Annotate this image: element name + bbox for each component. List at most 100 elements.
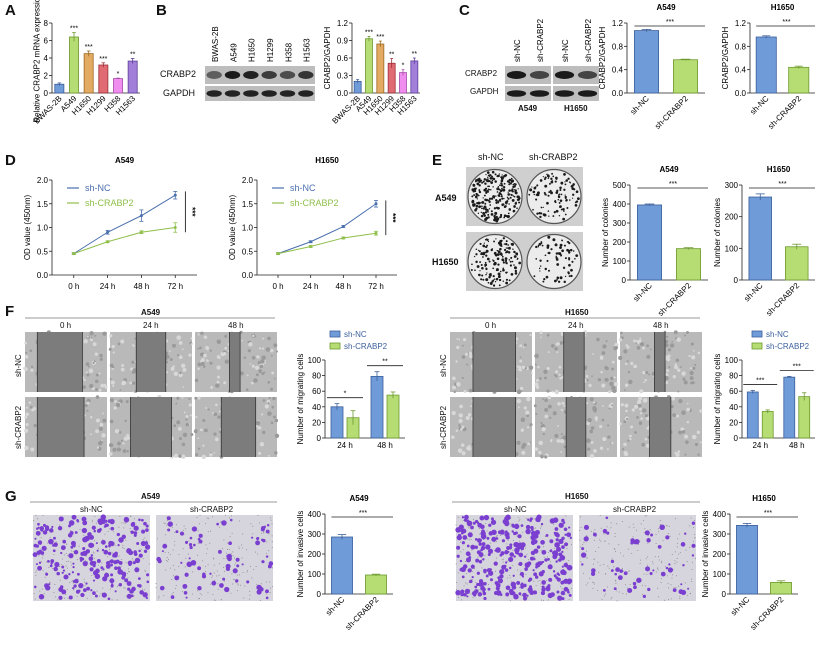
- invaded-cell: [552, 570, 556, 573]
- membrane-pore: [225, 557, 227, 559]
- cell-texture: [689, 376, 694, 381]
- membrane-pore: [466, 573, 468, 575]
- invaded-cell: [476, 571, 480, 575]
- invaded-cell: [691, 543, 696, 548]
- membrane-pore: [253, 568, 255, 570]
- membrane-pore: [156, 538, 158, 540]
- membrane-pore: [144, 569, 146, 571]
- colony-dot: [498, 173, 501, 175]
- invaded-cell: [193, 563, 196, 566]
- cell-texture: [218, 410, 222, 413]
- colony-dot: [504, 242, 508, 246]
- membrane-pore: [599, 539, 601, 541]
- membrane-pore: [145, 540, 147, 542]
- invaded-cell: [107, 597, 111, 601]
- membrane-pore: [472, 519, 474, 521]
- invaded-cell: [535, 562, 541, 568]
- colony-dot: [487, 281, 490, 284]
- colony-dot: [491, 170, 495, 174]
- cell-texture: [528, 365, 534, 370]
- membrane-pore: [249, 594, 251, 596]
- cell-texture: [101, 433, 106, 438]
- invaded-cell: [513, 594, 519, 600]
- colony-dot: [494, 180, 497, 183]
- significance-marker: ***: [793, 363, 801, 370]
- cell-texture: [197, 367, 200, 371]
- cell-texture: [461, 376, 464, 380]
- panel-label-d: D: [5, 152, 16, 169]
- colony-dot: [535, 245, 538, 249]
- cell-texture: [31, 408, 34, 412]
- membrane-pore: [176, 524, 178, 526]
- invaded-cell: [130, 594, 134, 598]
- membrane-pore: [470, 593, 472, 595]
- colony-row-label-h1650: H1650: [432, 257, 459, 267]
- membrane-pore: [213, 564, 215, 566]
- invaded-cell: [113, 560, 118, 565]
- colony-dot: [518, 201, 521, 204]
- colony-dot: [544, 254, 547, 257]
- wound-col-label: 24 h: [568, 321, 584, 330]
- colony-dot: [496, 217, 500, 221]
- colony-dot: [495, 238, 497, 240]
- membrane-pore: [72, 580, 74, 582]
- membrane-pore: [597, 589, 599, 591]
- membrane-pore: [42, 570, 44, 572]
- membrane-pore: [41, 557, 43, 559]
- invaded-cell: [54, 561, 60, 568]
- membrane-pore: [188, 540, 190, 542]
- membrane-pore: [53, 592, 55, 594]
- invaded-cell: [555, 576, 559, 580]
- colony-dot: [475, 187, 477, 190]
- bar: [399, 72, 407, 94]
- cell-texture: [631, 408, 635, 412]
- colony-dot: [568, 263, 571, 267]
- invaded-cell: [110, 573, 114, 577]
- invaded-cell: [103, 549, 109, 555]
- cell-texture: [462, 344, 464, 347]
- cell-texture: [674, 365, 678, 370]
- membrane-pore: [496, 540, 498, 542]
- colony-dot: [552, 238, 556, 242]
- membrane-pore: [610, 527, 612, 529]
- cell-texture: [684, 334, 687, 337]
- cell-texture: [587, 447, 591, 451]
- colony-dot: [540, 241, 543, 243]
- membrane-pore: [610, 522, 612, 524]
- membrane-pore: [175, 585, 177, 587]
- invaded-cell: [488, 568, 492, 572]
- membrane-pore: [178, 554, 180, 556]
- colony-dot: [542, 176, 544, 178]
- blot-row-label-crabp2: CRABP2: [465, 69, 498, 78]
- membrane-pore: [667, 587, 669, 589]
- colony-dot: [503, 216, 506, 219]
- x-tick-label: 48 h: [789, 441, 805, 450]
- membrane-pore: [121, 565, 123, 567]
- invaded-cell: [62, 539, 67, 544]
- significance-marker: *: [117, 71, 120, 78]
- cell-texture: [83, 339, 88, 344]
- invaded-cell: [146, 580, 150, 584]
- colony-dot: [500, 252, 502, 255]
- membrane-pore: [129, 571, 131, 573]
- invaded-cell: [81, 527, 88, 534]
- cell-texture: [690, 342, 694, 346]
- membrane-pore: [640, 559, 642, 561]
- membrane-pore: [164, 551, 166, 553]
- invaded-cell: [102, 521, 106, 525]
- invaded-cell: [101, 592, 107, 598]
- chart-c2: H16500.00.40.81.2CRABP2/GAPDHsh-NCsh-CRA…: [721, 3, 815, 131]
- membrane-pore: [624, 584, 626, 586]
- membrane-pore: [234, 578, 236, 580]
- colony-dot: [497, 207, 500, 210]
- invaded-cell: [167, 528, 171, 532]
- invaded-cell: [107, 519, 112, 524]
- invaded-cell: [503, 564, 507, 568]
- membrane-pore: [239, 574, 241, 576]
- colony-dot: [550, 248, 553, 251]
- invaded-cell: [60, 551, 63, 555]
- membrane-pore: [48, 566, 50, 568]
- chart-title: A549: [115, 156, 135, 165]
- membrane-pore: [221, 548, 223, 550]
